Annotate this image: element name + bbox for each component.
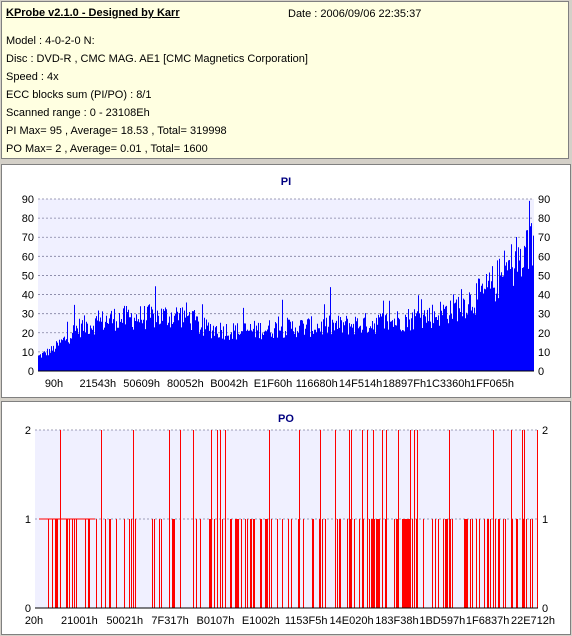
x-tick-label: E1002h xyxy=(242,615,280,627)
x-tick-label: 116680h xyxy=(296,378,338,390)
y-tick-label-left: 2 xyxy=(25,425,31,437)
model-line: Model : 4-0-2-0 N: xyxy=(6,35,95,47)
y-tick-label-left: 70 xyxy=(22,232,34,244)
x-tick-label: 50609h xyxy=(123,378,160,390)
po-summary-line: PO Max= 2 , Average= 0.01 , Total= 1600 xyxy=(6,143,208,155)
y-tick-label-right: 1 xyxy=(542,514,548,526)
x-tick-label: 1F6837h xyxy=(466,615,509,627)
x-tick-label: 1C3360h xyxy=(426,378,471,390)
x-tick-label: 21001h xyxy=(61,615,98,627)
y-tick-label-right: 0 xyxy=(538,366,544,378)
range-line: Scanned range : 0 - 23108Eh xyxy=(6,107,150,119)
y-tick-label-right: 80 xyxy=(538,213,550,225)
pi-area xyxy=(38,200,534,371)
x-tick-label: 21543h xyxy=(79,378,116,390)
x-tick-label: 20h xyxy=(25,615,43,627)
disc-info-panel: KProbe v2.1.0 - Designed by Karr Date : … xyxy=(1,1,569,159)
y-tick-label-right: 50 xyxy=(538,270,550,282)
disc-line: Disc : DVD-R , CMC MAG. AE1 [CMC Magneti… xyxy=(6,53,308,65)
y-tick-label-right: 20 xyxy=(538,328,550,340)
x-tick-label: 50021h xyxy=(106,615,143,627)
y-tick-label-left: 20 xyxy=(22,328,34,340)
y-tick-label-left: 30 xyxy=(22,309,34,321)
x-tick-label: 14F514h xyxy=(339,378,382,390)
pi-chart-panel: PI 0 0 10 10 20 20 30 30 40 40 50 50 60 60 70 70 80 80 90 90… xyxy=(1,164,571,398)
plot-area xyxy=(35,430,538,608)
y-tick-label-left: 10 xyxy=(22,347,34,359)
x-tick-label: B0107h xyxy=(196,615,234,627)
x-tick-label: 183F38h xyxy=(375,615,418,627)
y-tick-label-right: 0 xyxy=(542,603,548,615)
y-tick-label-right: 2 xyxy=(542,425,548,437)
y-tick-label-left: 80 xyxy=(22,213,34,225)
x-tick-label: 14E020h xyxy=(330,615,374,627)
pi-summary-line: PI Max= 95 , Average= 18.53 , Total= 319… xyxy=(6,125,227,137)
y-tick-label-left: 0 xyxy=(25,603,31,615)
y-tick-label-left: 0 xyxy=(28,366,34,378)
x-tick-label: E1F60h xyxy=(254,378,293,390)
app-title: KProbe v2.1.0 - Designed by Karr xyxy=(6,7,180,19)
y-tick-label-left: 90 xyxy=(22,194,34,206)
y-tick-label-left: 1 xyxy=(25,514,31,526)
po-chart: PO 0 0 1 1 2 2 20h 21001h 50021h 7F317h B0107h E1002… xyxy=(25,413,555,627)
speed-line: Speed : 4x xyxy=(6,71,59,83)
y-tick-label-right: 40 xyxy=(538,290,550,302)
scan-date: Date : 2006/09/06 22:35:37 xyxy=(288,8,422,20)
y-tick-label-left: 50 xyxy=(22,270,34,282)
y-tick-label-left: 60 xyxy=(22,251,34,263)
x-tick-label: 1BD597h xyxy=(419,615,465,627)
y-tick-label-right: 90 xyxy=(538,194,550,206)
po-chart-panel: PO 0 0 1 1 2 2 20h 21001h 50021h 7F317h B0107h E1002… xyxy=(1,401,571,635)
x-tick-label: 1FF065h xyxy=(470,378,514,390)
y-tick-label-right: 70 xyxy=(538,232,550,244)
chart-title: PI xyxy=(281,176,291,188)
chart-title: PO xyxy=(278,413,294,425)
x-tick-label: 7F317h xyxy=(151,615,188,627)
x-tick-label: 80052h xyxy=(167,378,204,390)
x-tick-label: B0042h xyxy=(210,378,248,390)
y-tick-label-left: 40 xyxy=(22,290,34,302)
y-tick-label-right: 30 xyxy=(538,309,550,321)
x-tick-label: 18897Fh xyxy=(383,378,426,390)
ecc-line: ECC blocks sum (PI/PO) : 8/1 xyxy=(6,89,152,101)
po-line xyxy=(39,430,538,608)
y-tick-label-right: 60 xyxy=(538,251,550,263)
x-tick-label: 22E712h xyxy=(511,615,555,627)
x-tick-label: 1153F5h xyxy=(285,615,328,627)
y-tick-label-right: 10 xyxy=(538,347,550,359)
pi-chart: PI 0 0 10 10 20 20 30 30 40 40 50 50 60 60 70 70 80 80 90 90… xyxy=(22,176,551,390)
x-tick-label: 90h xyxy=(45,378,63,390)
